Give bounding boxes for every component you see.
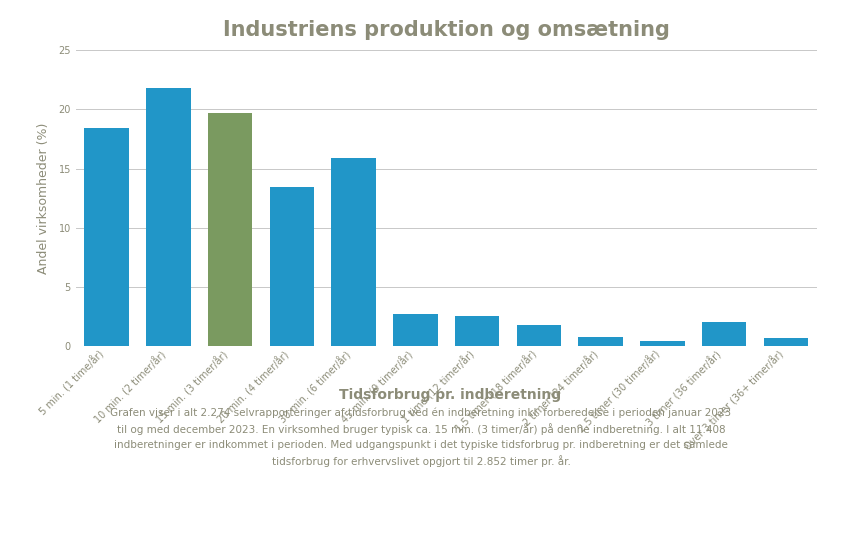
Title: Industriens produktion og omsætning: Industriens produktion og omsætning — [223, 20, 669, 40]
Bar — [332, 158, 376, 346]
Bar — [269, 187, 314, 346]
Bar — [640, 341, 685, 346]
Bar — [208, 113, 253, 346]
Bar — [702, 322, 746, 346]
Text: Tidsforbrug pr. indberetning: Tidsforbrug pr. indberetning — [339, 388, 562, 402]
Bar — [578, 337, 623, 346]
Bar — [455, 316, 499, 346]
Bar — [147, 88, 190, 346]
Text: Grafen viser i alt 2.274 selvrapporteringer af tidsforbrug ved én indberetning i: Grafen viser i alt 2.274 selvrapporterin… — [110, 407, 732, 467]
Bar — [84, 128, 129, 346]
Bar — [393, 314, 438, 346]
Y-axis label: Andel virksomheder (%): Andel virksomheder (%) — [37, 122, 50, 274]
Bar — [517, 325, 561, 346]
Bar — [764, 338, 808, 346]
